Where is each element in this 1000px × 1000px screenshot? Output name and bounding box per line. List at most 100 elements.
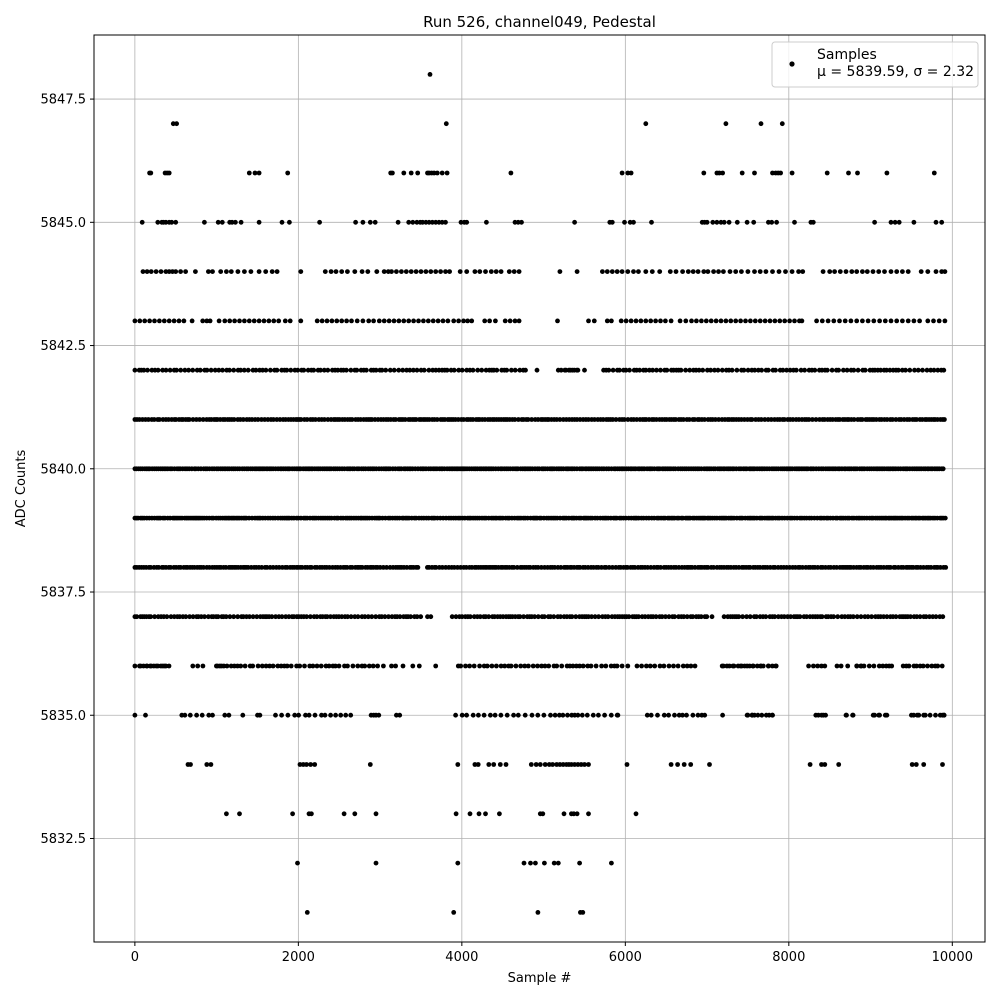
data-point [190,417,196,422]
data-point [939,663,945,669]
data-point [151,417,157,422]
data-point [905,269,911,274]
data-point [352,269,358,274]
data-point [779,121,785,127]
data-point [509,367,514,373]
data-point [421,367,427,373]
data-point [533,762,539,767]
data-point [200,318,206,324]
data-point [333,712,338,718]
data-point [418,269,424,274]
data-point [204,318,210,324]
data-point [573,614,579,620]
data-point [609,219,615,225]
data-point [418,614,424,620]
data-point [529,712,535,718]
data-point [183,269,189,274]
data-point [778,170,783,176]
data-point [508,663,514,669]
data-point [142,318,148,324]
data-point [894,269,900,274]
data-point [438,269,443,274]
data-point [373,811,379,817]
data-point [790,417,796,422]
data-point [401,170,407,176]
data-point [467,614,473,620]
data-point [727,269,733,274]
data-point [146,417,151,422]
data-point [366,318,372,324]
data-point [701,269,707,274]
data-point [433,269,439,274]
data-point [819,663,824,669]
data-point [749,417,755,422]
data-point [935,663,941,669]
data-point [349,318,354,324]
data-point [467,663,472,669]
data-point [605,614,611,620]
data-point [224,811,229,817]
data-point [420,219,425,225]
data-point [789,170,795,176]
data-point [259,565,265,570]
data-point [371,318,376,324]
data-point [461,318,466,324]
data-point [399,269,404,274]
data-point [570,663,576,669]
data-point [329,318,335,324]
data-point [235,269,241,274]
data-point [242,663,248,669]
data-point [514,565,520,570]
data-point [890,417,895,422]
data-point [634,417,640,422]
data-point [906,663,912,669]
data-point [866,663,872,669]
data-point [477,614,483,620]
data-point [268,367,273,373]
data-point [942,269,948,274]
data-point [688,663,694,669]
data-point [855,170,860,176]
data-point [572,219,577,225]
data-point [882,318,888,324]
data-point [132,367,138,373]
y-tick-label: 5835.0 [41,709,87,724]
data-point [326,663,332,669]
data-point [381,663,386,669]
data-point [870,269,876,274]
data-point [389,269,394,274]
data-point [318,367,323,373]
data-point [353,219,358,225]
data-point [359,269,365,274]
data-point [657,269,663,274]
data-point [427,72,433,77]
data-point [428,614,434,620]
data-point [284,663,290,669]
data-point [849,269,855,274]
data-point [929,663,935,669]
data-point [858,663,864,669]
data-point [352,811,358,817]
data-point [678,367,684,373]
data-point [440,318,446,324]
data-point [425,614,430,620]
data-point [304,910,310,915]
data-point [736,614,742,620]
data-point [483,367,489,373]
data-point [194,712,200,718]
data-point [807,762,813,767]
data-point [619,269,625,274]
data-point [187,712,193,718]
data-point [661,712,667,718]
data-point [297,663,303,669]
data-point [493,318,498,324]
data-point [451,910,457,915]
data-point [719,367,725,373]
data-point [167,367,173,373]
data-point [865,318,871,324]
data-point [304,417,310,422]
data-point [477,663,482,669]
data-point [308,614,313,620]
data-point [414,614,420,620]
data-point [657,663,663,669]
